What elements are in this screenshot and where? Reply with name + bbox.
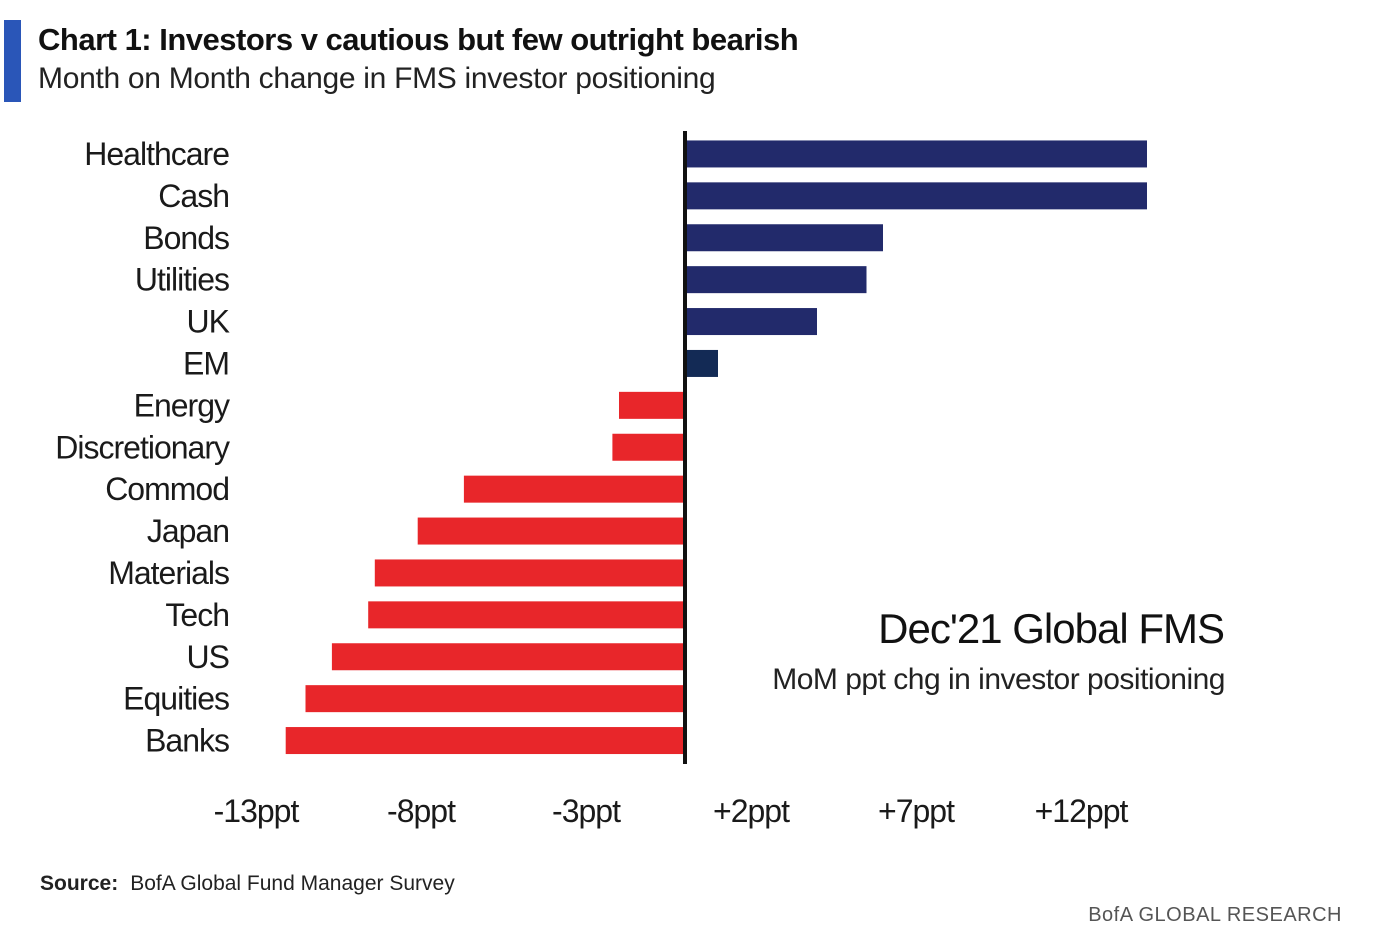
bar-cash — [685, 182, 1147, 210]
annotation-title: Dec'21 Global FMS — [878, 605, 1224, 652]
x-tick-label: -3ppt — [552, 793, 621, 829]
bar-materials — [374, 559, 685, 587]
category-label-tech: Tech — [165, 597, 229, 633]
annotation-subtitle: MoM ppt chg in investor positioning — [772, 663, 1225, 696]
category-label-us: US — [187, 639, 229, 675]
category-label-materials: Materials — [108, 555, 229, 591]
category-label-energy: Energy — [134, 387, 230, 423]
bar-japan — [417, 517, 685, 545]
category-label-em: EM — [183, 345, 229, 381]
x-tick-label: +12ppt — [1035, 793, 1129, 829]
bar-em — [685, 349, 718, 377]
category-label-utilities: Utilities — [135, 262, 229, 298]
bar-equities — [305, 685, 685, 713]
bar-commod — [463, 475, 685, 503]
category-label-japan: Japan — [147, 513, 229, 549]
bar-chart: Healthcare Cash Bonds Utilities UK EM Energy Di… — [55, 131, 1226, 829]
bar-discretionary — [612, 433, 685, 461]
category-label-discretionary: Discretionary — [55, 429, 230, 465]
x-tick-label: +2ppt — [713, 793, 790, 829]
chart-title: Chart 1: Investors v cautious but few ou… — [38, 22, 799, 57]
bar-utilities — [685, 266, 867, 294]
source-text: BofA Global Fund Manager Survey — [130, 872, 455, 895]
category-label-cash: Cash — [158, 178, 229, 214]
x-tick-label: +7ppt — [878, 793, 955, 829]
category-label-uk: UK — [187, 304, 230, 340]
category-label-commod: Commod — [105, 471, 229, 507]
source-label: Source: — [40, 872, 119, 895]
bar-healthcare — [685, 140, 1147, 168]
header-accent-bar — [4, 20, 21, 102]
bar-us — [331, 643, 685, 671]
category-label-banks: Banks — [145, 723, 229, 759]
brand-footer: BofA GLOBAL RESEARCH — [1088, 904, 1342, 926]
x-tick-label: -8ppt — [387, 793, 456, 829]
bar-uk — [685, 308, 817, 336]
bar-banks — [285, 727, 685, 755]
x-tick-label: -13ppt — [214, 793, 300, 829]
source-note: Source: BofA Global Fund Manager Survey — [40, 872, 455, 896]
chart-subtitle: Month on Month change in FMS investor po… — [38, 62, 716, 95]
category-label-healthcare: Healthcare — [84, 136, 229, 172]
bar-bonds — [685, 224, 883, 252]
bar-energy — [619, 391, 685, 419]
category-label-equities: Equities — [123, 681, 229, 717]
category-label-bonds: Bonds — [143, 220, 229, 256]
bar-tech — [368, 601, 685, 629]
